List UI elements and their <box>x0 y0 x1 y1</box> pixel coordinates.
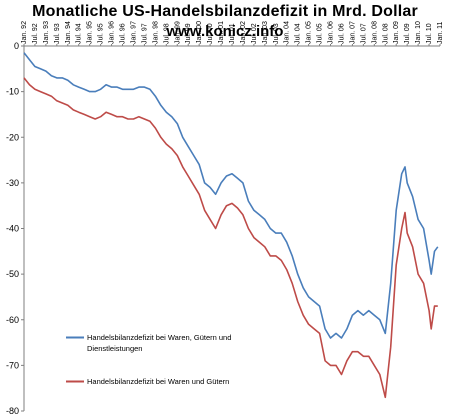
x-tick-label: Jul. 10 <box>426 23 433 44</box>
x-tick-label: Jan. 97 <box>130 21 137 44</box>
x-tick-label: Jan. 02 <box>240 21 247 44</box>
x-tick-label: Jul. 07 <box>360 23 367 44</box>
legend: Handelsbilanzdefizit bei Waren, Gütern u… <box>66 333 231 386</box>
x-tick-label: Jul. 09 <box>404 23 411 44</box>
x-tick-label: Jan. 10 <box>415 21 422 44</box>
chart-title: Monatliche US-Handelsbilanzdefizit in Mr… <box>32 3 418 20</box>
series-line-2 <box>23 77 438 399</box>
legend-label-2: Handelsbilanzdefizit bei Waren und Güter… <box>87 377 229 386</box>
legend-label-1: Handelsbilanzdefizit bei Waren, Gütern u… <box>87 333 231 353</box>
x-tick-label: Jan. 07 <box>349 21 356 44</box>
y-tick-label: -10 <box>6 87 19 97</box>
x-tick-label: Jul. 00 <box>207 23 214 44</box>
y-tick-label: -60 <box>6 315 19 325</box>
x-tick-label: Jan. 95 <box>87 21 94 44</box>
y-axis-ticks: 0 -10 -20 -30 -40 -50 -60 -70 -80 <box>6 41 24 416</box>
x-tick-label: Jul. 05 <box>317 23 324 44</box>
x-tick-label: Jan. 94 <box>65 21 72 44</box>
x-tick-label: Jan. 92 <box>21 21 28 44</box>
x-tick-label: Jul. 97 <box>141 23 148 44</box>
series-line-1 <box>23 52 439 339</box>
x-tick-label: Jul. 03 <box>273 23 280 44</box>
x-tick-label: Jul. 04 <box>295 23 302 44</box>
x-tick-label: Jan. 09 <box>393 21 400 44</box>
x-tick-label: Jan. 96 <box>109 21 116 44</box>
series-lines <box>23 52 439 399</box>
x-tick-label: Jul. 98 <box>163 23 170 44</box>
y-tick-label: -30 <box>6 178 19 188</box>
x-tick-label: Jan. 93 <box>43 21 50 44</box>
x-tick-label: Jan. 98 <box>152 21 159 44</box>
x-tick-label: Jul. 99 <box>185 23 192 44</box>
y-tick-label: -40 <box>6 224 19 234</box>
x-tick-label: Jan. 06 <box>328 21 335 44</box>
x-tick-label: Jan. 01 <box>218 21 225 44</box>
x-tick-label: Jul. 96 <box>120 23 127 44</box>
x-tick-label: Jan. 08 <box>371 21 378 44</box>
x-tick-label: Jul. 92 <box>32 23 39 44</box>
x-tick-label: Jul. 93 <box>54 23 61 44</box>
x-tick-label: Jan. 11 <box>437 21 444 44</box>
y-tick-label: 0 <box>14 41 19 51</box>
chart-subtitle: www.konicz.info <box>166 23 284 40</box>
x-tick-label: Jul. 95 <box>98 23 105 44</box>
x-tick-label: Jan. 03 <box>262 21 269 44</box>
x-tick-label: Jan. 04 <box>284 21 291 44</box>
x-tick-label: Jul. 06 <box>338 23 345 44</box>
x-axis-ticks: Jan. 92 Jul. 92 Jan. 93 Jul. 93 Jan. 94 Jul. … <box>21 21 444 46</box>
x-tick-label: Jan. 99 <box>174 21 181 44</box>
x-tick-label: Jul. 02 <box>251 23 258 44</box>
y-tick-label: -20 <box>6 132 19 142</box>
x-tick-label: Jan. 00 <box>196 21 203 44</box>
x-tick-label: Jul. 94 <box>76 23 83 44</box>
axes <box>23 45 440 411</box>
x-tick-label: Jul. 08 <box>382 23 389 44</box>
y-tick-label: -50 <box>6 269 19 279</box>
y-tick-label: -80 <box>6 406 19 416</box>
x-tick-label: Jul. 01 <box>229 23 236 44</box>
y-tick-label: -70 <box>6 360 19 370</box>
x-tick-label: Jan. 05 <box>306 21 313 44</box>
